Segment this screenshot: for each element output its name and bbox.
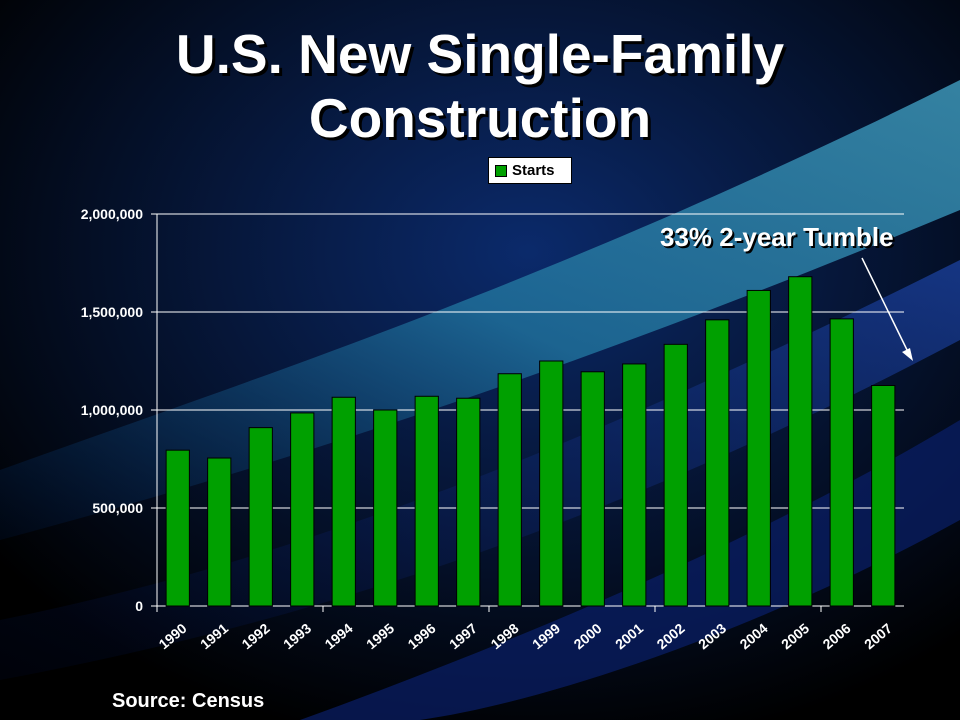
bar-2002 xyxy=(663,343,688,607)
bar-1998 xyxy=(497,373,522,607)
bar-2004 xyxy=(746,289,771,607)
x-tick-label: 2003 xyxy=(695,620,729,652)
x-tick-label: 1994 xyxy=(322,620,356,652)
y-tick-label: 500,000 xyxy=(92,500,143,516)
x-tick-label: 1993 xyxy=(280,620,314,652)
x-tick-label: 1991 xyxy=(197,620,231,652)
bar-1992 xyxy=(248,427,273,607)
x-tick-label: 1998 xyxy=(488,620,522,652)
title-line-1: U.S. New Single-Family xyxy=(175,23,785,85)
legend: Starts xyxy=(488,157,572,184)
bar-1997 xyxy=(456,397,481,607)
x-tick-label: 2001 xyxy=(612,620,646,652)
bar-1994 xyxy=(331,396,356,607)
y-tick-label: 1,000,000 xyxy=(81,402,143,418)
source-note: Source: Census xyxy=(112,690,265,712)
annotation-arrow-line xyxy=(861,257,911,357)
x-tick-label: 1995 xyxy=(363,620,397,652)
bar-2006 xyxy=(829,318,854,607)
chart-title: U.S. New Single-Family Construction xyxy=(0,22,960,150)
annotation-arrow-head xyxy=(902,348,913,361)
x-tick-label: 1999 xyxy=(529,620,563,652)
bar-1996 xyxy=(414,395,439,607)
y-tick-label: 2,000,000 xyxy=(81,206,143,222)
x-tick-label: 1992 xyxy=(239,620,273,652)
x-tick-label: 2000 xyxy=(571,620,605,652)
annotation-text: 33% 2-year Tumble xyxy=(660,222,894,252)
bar-1993 xyxy=(290,412,315,607)
bar-1999 xyxy=(539,360,564,607)
legend-swatch-starts xyxy=(495,164,507,177)
x-tick-label: 1996 xyxy=(405,620,439,652)
x-tick-label: 2005 xyxy=(778,620,812,652)
x-tick-label: 2004 xyxy=(737,620,771,652)
x-tick-label: 1997 xyxy=(446,620,480,652)
bar-2000 xyxy=(580,371,605,607)
bar-1991 xyxy=(207,457,232,607)
legend-label-starts: Starts xyxy=(512,162,555,179)
x-tick-label: 1990 xyxy=(156,620,190,652)
bar-2005 xyxy=(788,276,813,607)
y-tick-label: 1,500,000 xyxy=(81,304,143,320)
bar-2003 xyxy=(705,319,730,607)
title-line-2: Construction xyxy=(308,87,652,149)
x-tick-label: 2007 xyxy=(861,620,895,652)
x-tick-label: 2006 xyxy=(820,620,854,652)
bar-2001 xyxy=(622,363,647,607)
x-tick-label: 2002 xyxy=(654,620,688,652)
bar-1990 xyxy=(165,449,190,607)
bar-2007 xyxy=(871,385,896,607)
y-tick-label: 0 xyxy=(135,598,143,614)
bar-1995 xyxy=(373,409,398,607)
